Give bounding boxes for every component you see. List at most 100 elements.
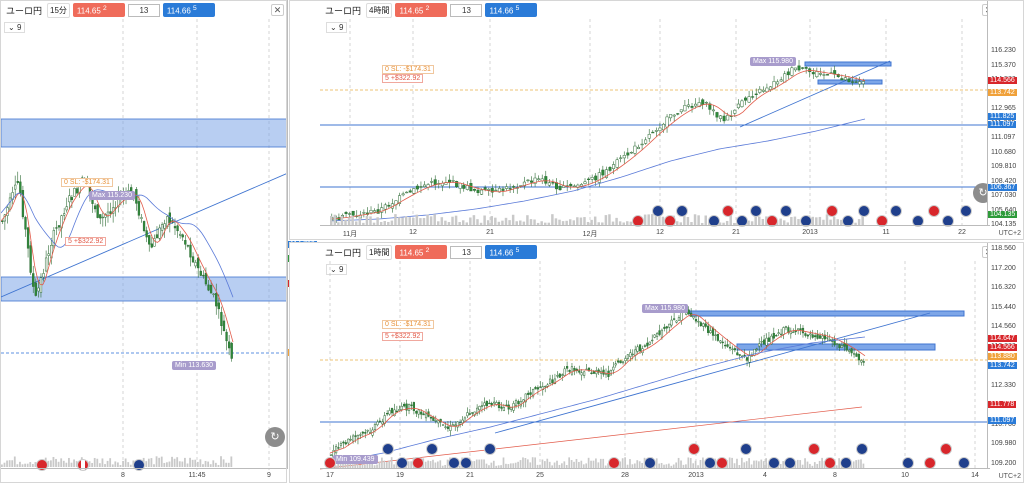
volume-bar xyxy=(818,216,822,225)
event-flag-icon[interactable] xyxy=(780,205,792,217)
event-flag-icon[interactable] xyxy=(826,205,838,217)
candle xyxy=(537,178,541,181)
price-tick-label: 117.200 xyxy=(991,264,1016,272)
event-flag-icon[interactable] xyxy=(722,205,734,217)
volume-bar xyxy=(854,222,857,225)
candle xyxy=(101,216,104,219)
x-tick-label: 21 xyxy=(486,229,494,236)
buy-button[interactable]: 114.66 5 xyxy=(485,2,538,18)
candle xyxy=(672,114,676,117)
candle xyxy=(558,185,562,191)
event-flag-icon[interactable] xyxy=(928,205,940,217)
lots-input[interactable]: 13 xyxy=(450,3,483,17)
candle xyxy=(617,360,620,363)
bottom-price-axis[interactable]: 118.560 117.200 116.320 115.440 114.560 113.8… xyxy=(987,243,1023,468)
x-tick-label: 28 xyxy=(621,472,629,479)
event-flag-icon[interactable] xyxy=(664,215,676,227)
candle xyxy=(683,105,687,112)
volume-bar xyxy=(446,459,449,468)
timeframe-select[interactable]: 4時間 xyxy=(366,2,393,18)
close-icon[interactable]: ✕ xyxy=(271,4,284,16)
candle xyxy=(472,188,476,191)
lots-input[interactable]: 13 xyxy=(127,3,160,17)
event-flag-icon[interactable] xyxy=(808,443,820,455)
indicator-select[interactable]: ⌄ 9 xyxy=(326,264,348,275)
buy-button[interactable]: 114.66 5 xyxy=(485,244,538,260)
candle xyxy=(838,344,841,348)
candle xyxy=(601,169,605,176)
event-flag-icon[interactable] xyxy=(856,443,868,455)
event-flag-icon[interactable] xyxy=(858,205,870,217)
top-price-axis[interactable]: 116.230115.370114.580113.742112.965111.8… xyxy=(987,1,1023,228)
event-flag-icon[interactable] xyxy=(766,215,778,227)
volume-bar xyxy=(358,216,362,225)
event-flag-icon[interactable] xyxy=(890,205,902,217)
indicator-select[interactable]: ⌄ 9 xyxy=(4,22,26,33)
event-flag-icon[interactable] xyxy=(652,205,664,217)
event-flag-icon[interactable] xyxy=(912,215,924,227)
volume-bar xyxy=(821,457,823,468)
volume-bar xyxy=(517,461,519,468)
volume-bar xyxy=(638,461,641,468)
candle xyxy=(533,177,537,184)
event-flag-icon[interactable] xyxy=(688,443,700,455)
candle xyxy=(500,406,503,409)
volume-bar xyxy=(408,217,411,225)
event-flag-icon[interactable] xyxy=(426,443,438,455)
candle xyxy=(400,405,403,410)
volume-bar xyxy=(476,219,479,225)
event-flag-icon[interactable] xyxy=(736,215,748,227)
sell-button[interactable]: 114.65 2 xyxy=(395,2,448,18)
volume-bar xyxy=(397,217,401,225)
candle xyxy=(733,109,737,114)
event-flag-icon[interactable] xyxy=(750,205,762,217)
volume-bar xyxy=(21,464,24,467)
event-flag-icon[interactable] xyxy=(842,215,854,227)
event-flag-icon[interactable] xyxy=(876,215,888,227)
candle xyxy=(401,193,405,196)
volume-bar xyxy=(583,217,586,225)
lots-input[interactable]: 13 xyxy=(450,245,483,259)
event-flag-icon[interactable] xyxy=(940,443,952,455)
max-label: Max 115.980 xyxy=(750,57,796,66)
volume-bar xyxy=(704,215,707,225)
volume-bar xyxy=(376,217,379,225)
event-flag-icon[interactable] xyxy=(632,215,644,227)
timeframe-select[interactable]: 15分 xyxy=(47,2,70,18)
event-flag-icon[interactable] xyxy=(800,215,812,227)
candle xyxy=(398,409,401,411)
candle xyxy=(804,67,808,69)
event-flag-icon[interactable] xyxy=(382,443,394,455)
volume-bar xyxy=(699,459,702,468)
volume-bar xyxy=(558,219,561,225)
volume-bar xyxy=(740,457,743,468)
candle xyxy=(191,256,195,263)
x-tick-label: 10 xyxy=(901,472,909,479)
event-flag-icon[interactable] xyxy=(484,443,496,455)
candle xyxy=(376,209,380,214)
volume-bar xyxy=(692,463,695,468)
indicator-select[interactable]: ⌄ 9 xyxy=(326,22,348,33)
event-flag-icon[interactable] xyxy=(960,205,972,217)
event-flag-icon[interactable] xyxy=(676,205,688,217)
bottom-chart-pane[interactable]: ユーロ円 1時間 114.65 2 13 114.66 5 ✕ ⌄ 9 Max … xyxy=(289,242,1024,483)
candle xyxy=(651,339,654,342)
volume-bar xyxy=(163,462,166,467)
event-flag-icon[interactable] xyxy=(740,443,752,455)
left-chart-pane[interactable]: ユーロ円 15分 114.65 2 13 114.66 5 ✕ ⌄ 9 Max … xyxy=(0,0,287,483)
top-chart-pane[interactable]: ユーロ円 4時間 114.65 2 13 114.66 5 ✕ ⌄ 9 Max … xyxy=(289,0,1024,240)
reset-chart-icon[interactable]: ↻ xyxy=(265,427,285,447)
timeframe-select[interactable]: 1時間 xyxy=(366,244,393,260)
candle xyxy=(690,105,694,108)
volume-bar xyxy=(815,217,818,225)
sell-button[interactable]: 114.65 2 xyxy=(72,2,125,18)
buy-button[interactable]: 114.66 5 xyxy=(162,2,215,18)
support-zone xyxy=(1,276,286,302)
event-flag-icon[interactable] xyxy=(942,215,954,227)
candle xyxy=(704,323,707,327)
candle xyxy=(592,371,595,374)
sell-button[interactable]: 114.65 2 xyxy=(395,244,448,260)
event-flag-icon[interactable] xyxy=(708,215,720,227)
candle xyxy=(562,185,566,188)
candle xyxy=(478,406,481,411)
